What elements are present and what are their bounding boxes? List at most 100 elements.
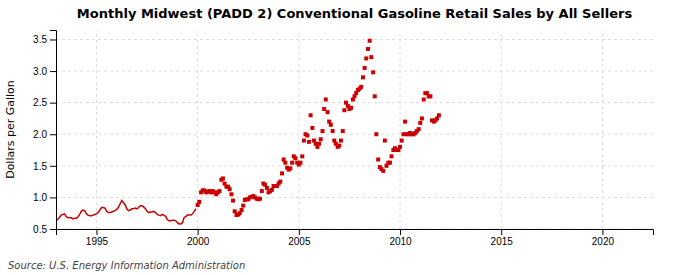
point <box>420 116 424 120</box>
point <box>307 140 311 144</box>
y-tick-label: 2.5 <box>33 97 47 108</box>
point <box>374 132 378 136</box>
y-tick: 0.5 <box>33 224 56 235</box>
grid-line-x <box>298 30 299 229</box>
x-tick-label: 2005 <box>288 236 311 247</box>
grid-line-y <box>56 71 653 72</box>
point <box>197 200 201 204</box>
point <box>381 169 385 173</box>
point <box>231 199 235 203</box>
y-tick: 1.5 <box>33 161 56 172</box>
point <box>371 70 375 74</box>
point <box>342 108 346 112</box>
x-tick: 2020 <box>592 229 615 247</box>
y-axis-title: Dollars per Gallon <box>4 80 17 179</box>
y-tick-mark <box>50 39 56 40</box>
point <box>368 39 372 43</box>
y-tick-mark <box>50 197 56 198</box>
point <box>418 121 422 125</box>
series-points <box>196 39 441 217</box>
point <box>233 209 237 213</box>
point <box>366 47 370 51</box>
point <box>240 208 244 212</box>
x-tick-mark <box>400 229 401 235</box>
chart-svg: 1995200020052010201520200.51.01.52.02.53… <box>0 0 675 275</box>
x-tick: 2000 <box>187 229 210 247</box>
point <box>337 144 341 148</box>
y-tick-label: 2.0 <box>33 129 47 140</box>
point <box>302 139 306 143</box>
y-tick: 2.5 <box>33 97 56 108</box>
x-axis-line <box>57 230 654 236</box>
plot-area <box>56 39 441 224</box>
y-tick-mark <box>50 103 56 104</box>
point <box>228 187 232 191</box>
point <box>403 120 407 124</box>
point <box>310 126 314 130</box>
point <box>321 129 325 133</box>
annotation: Source: U.S. Energy Information Administ… <box>8 260 245 271</box>
y-tick-label: 0.5 <box>33 224 47 235</box>
point <box>390 154 394 158</box>
point <box>417 127 421 131</box>
point <box>229 192 233 196</box>
point <box>376 158 380 162</box>
grid-line-x <box>96 30 97 229</box>
x-tick-label: 2010 <box>389 236 412 247</box>
y-tick: 1.0 <box>33 192 56 203</box>
x-tick: 2005 <box>288 229 311 247</box>
point <box>369 55 373 59</box>
point <box>383 139 387 143</box>
y-tick: 2.0 <box>33 129 56 140</box>
y-tick-mark <box>50 71 56 72</box>
x-tick-mark <box>96 229 97 235</box>
point <box>258 197 262 201</box>
grid-line-x <box>400 30 401 229</box>
x-axis: 199520002005201020152020 <box>57 229 654 247</box>
point <box>341 129 345 133</box>
x-tick-mark <box>602 229 603 235</box>
grid-line-x <box>501 30 502 229</box>
point <box>317 142 321 146</box>
point <box>324 97 328 101</box>
point <box>400 139 404 143</box>
point <box>218 189 222 193</box>
point <box>309 113 313 117</box>
y-axis-line <box>50 31 57 230</box>
chart-container: 1995200020052010201520200.51.01.52.02.53… <box>0 0 675 275</box>
grid-line-x <box>197 30 198 229</box>
point <box>422 97 426 101</box>
point <box>278 180 282 184</box>
y-tick-label: 3.0 <box>33 66 47 77</box>
grid-line-y <box>56 134 653 135</box>
y-tick-mark <box>50 229 56 230</box>
point <box>363 66 367 70</box>
x-tick-mark <box>501 229 502 235</box>
x-tick-label: 2000 <box>187 236 210 247</box>
x-tick-label: 2015 <box>491 236 514 247</box>
point <box>428 94 432 98</box>
point <box>288 166 292 170</box>
grid-line-x <box>602 30 603 229</box>
point <box>300 154 304 158</box>
point <box>283 161 287 165</box>
y-tick: 3.5 <box>33 34 56 45</box>
y-tick-label: 1.0 <box>33 192 47 203</box>
x-tick: 2010 <box>389 229 412 247</box>
y-tick-mark <box>50 134 56 135</box>
point <box>331 129 335 133</box>
grid-line-y <box>56 165 653 166</box>
point <box>339 139 343 143</box>
series-line <box>56 201 196 224</box>
point <box>270 188 274 192</box>
y-tick-mark <box>50 166 56 167</box>
point <box>398 145 402 149</box>
y-axis: 0.5 1.0 1.5 2.0 2.5 3.0 3.5 <box>33 31 56 235</box>
point <box>326 110 330 114</box>
grid-line-y <box>56 39 653 40</box>
point <box>293 156 297 160</box>
x-tick-label: 2020 <box>592 236 615 247</box>
grid-line-y <box>56 102 653 103</box>
y-tick: 3.0 <box>33 66 56 77</box>
point <box>361 75 365 79</box>
